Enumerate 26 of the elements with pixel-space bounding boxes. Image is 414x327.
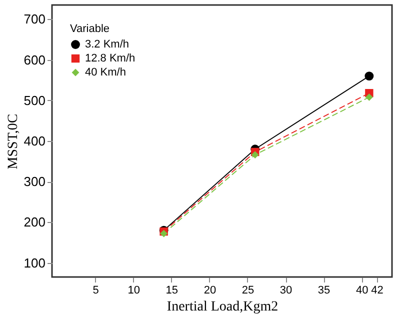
- x-tick-label: 30: [280, 284, 292, 296]
- legend-label: 3.2 Km/h: [85, 38, 130, 50]
- x-tick-label: 42: [371, 284, 384, 296]
- y-tick-label: 200: [24, 214, 46, 230]
- y-tick-label: 100: [24, 255, 46, 270]
- x-axis-title: Inertial Load,Kgm2: [166, 300, 278, 314]
- y-tick-label: 300: [24, 174, 46, 190]
- x-tick-label: 10: [128, 284, 140, 296]
- y-tick-label: 700: [24, 12, 46, 27]
- x-tick-label: 5: [92, 284, 99, 296]
- legend-title: Variable: [70, 23, 110, 35]
- x-tick-label: 20: [204, 284, 216, 296]
- point: [251, 151, 259, 159]
- x-tick-label: 25: [242, 284, 254, 296]
- x-tick-label: 15: [166, 284, 178, 296]
- legend-label: 12.8 Km/h: [85, 52, 136, 64]
- x-tick-label: 35: [318, 284, 330, 296]
- y-tick-label: 600: [24, 52, 46, 68]
- point: [365, 93, 373, 101]
- y-tick-label: 500: [24, 92, 46, 108]
- point: [160, 230, 168, 238]
- x-tick-label: 40: [356, 284, 368, 296]
- y-axis-title: MSST,0C: [6, 114, 21, 170]
- point: [364, 72, 374, 81]
- legend-label: 40 Km/h: [85, 66, 126, 78]
- y-tick-label: 400: [24, 134, 46, 148]
